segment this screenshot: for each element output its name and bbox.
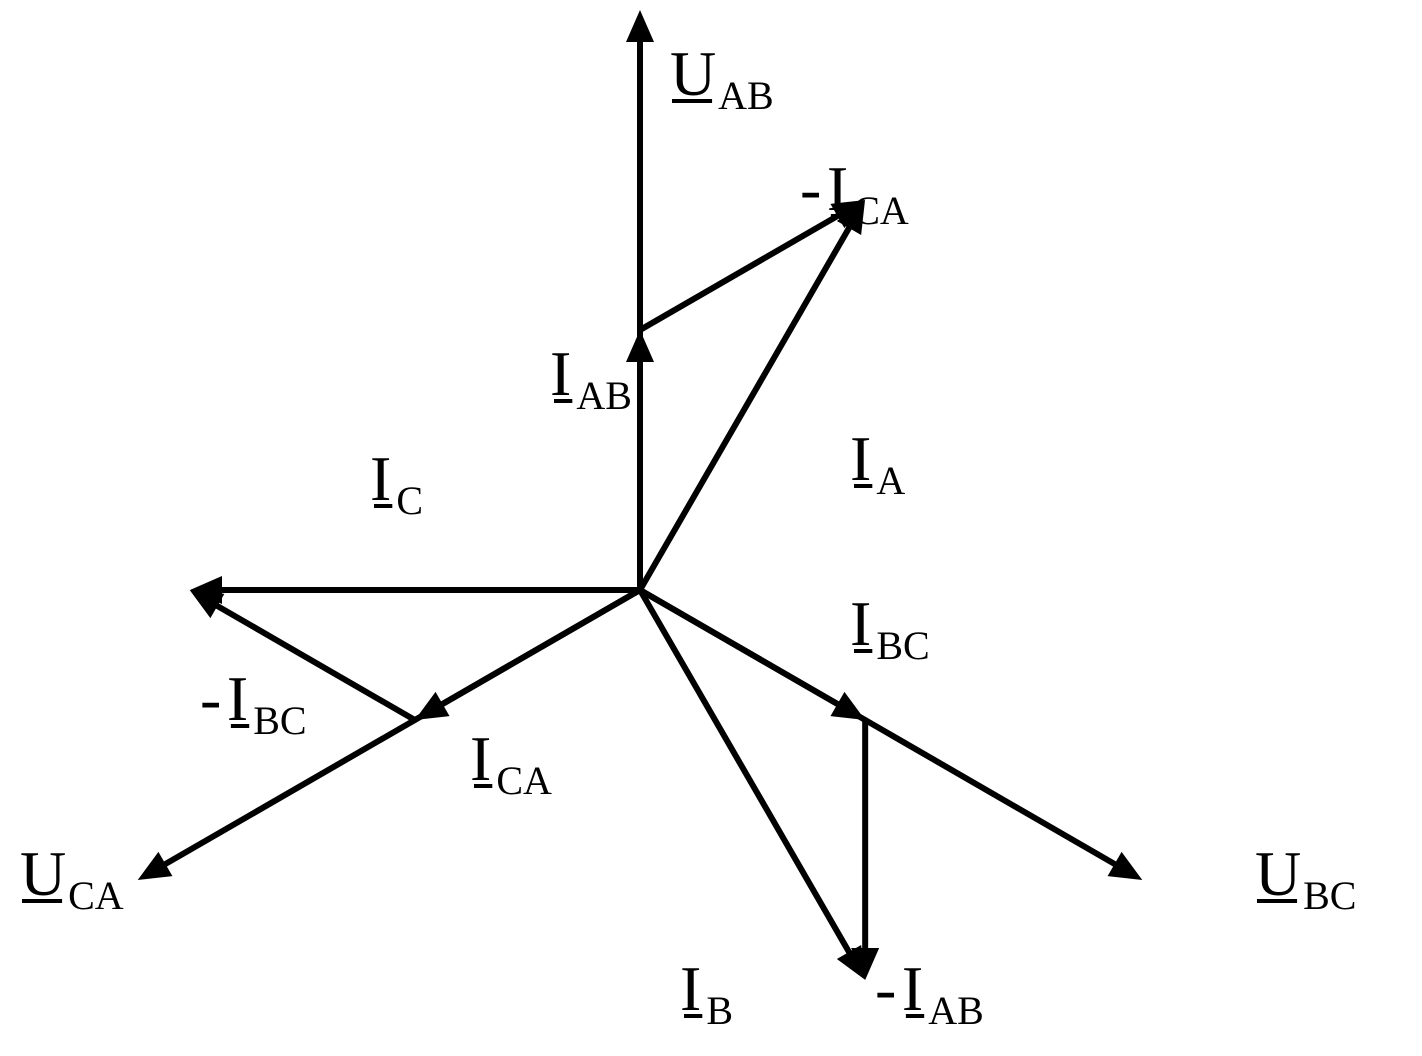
svg-text:B: B: [706, 988, 733, 1033]
svg-text:AB: AB: [576, 373, 632, 418]
svg-text:U: U: [20, 838, 66, 909]
svg-text:I: I: [850, 588, 871, 659]
svg-text:BC: BC: [253, 698, 306, 743]
svg-text:U: U: [670, 38, 716, 109]
svg-text:-: -: [875, 953, 896, 1024]
svg-text:CA: CA: [68, 873, 124, 918]
svg-text:BC: BC: [1303, 873, 1356, 918]
svg-text:I: I: [470, 723, 491, 794]
phasor-diagram: UAB-ICAIABIAICIBC-IBCICAUCAIB-IABUBC: [0, 0, 1422, 1056]
svg-text:BC: BC: [876, 623, 929, 668]
svg-text:A: A: [876, 458, 905, 503]
svg-text:C: C: [396, 478, 423, 523]
diagram-background: [0, 0, 1422, 1056]
svg-text:I: I: [902, 953, 923, 1024]
svg-text:AB: AB: [718, 73, 774, 118]
svg-text:I: I: [550, 338, 571, 409]
svg-text:I: I: [850, 423, 871, 494]
svg-text:U: U: [1255, 838, 1301, 909]
svg-text:I: I: [227, 663, 248, 734]
svg-text:-: -: [200, 663, 221, 734]
svg-text:-: -: [800, 153, 821, 224]
svg-text:I: I: [827, 153, 848, 224]
svg-text:CA: CA: [853, 188, 909, 233]
svg-text:I: I: [370, 443, 391, 514]
svg-text:CA: CA: [496, 758, 552, 803]
svg-text:I: I: [680, 953, 701, 1024]
svg-text:AB: AB: [928, 988, 984, 1033]
